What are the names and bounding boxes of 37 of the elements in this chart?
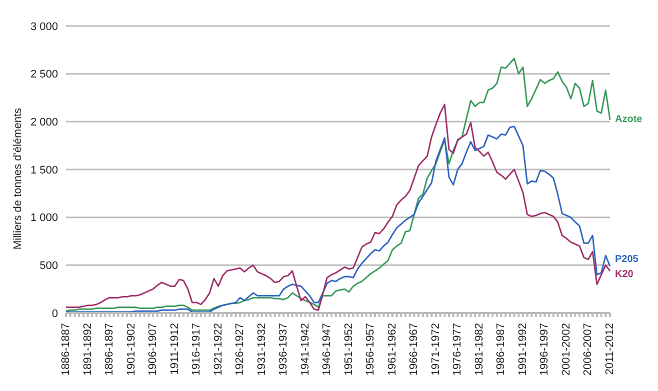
- x-tick-label: 2001-2002: [560, 323, 572, 376]
- y-axis-title: Milliers de tonnes d'éléments: [12, 108, 24, 250]
- x-tick-label: 1986-1987: [495, 323, 508, 376]
- y-tick-label: 500: [40, 260, 58, 272]
- series-label: P205: [615, 254, 639, 266]
- y-tick-label: 1 000: [30, 212, 58, 224]
- series-label: Azote: [615, 114, 643, 125]
- x-tick-label: 1946-1947: [321, 323, 334, 376]
- x-tick-label: 1976-1977: [452, 323, 464, 376]
- x-tick-label: 1911-1912: [168, 323, 181, 375]
- x-tick-label: 1891-1892: [82, 323, 94, 376]
- x-tick-label: 1916-1917: [190, 323, 203, 376]
- x-tick-label: 2006-2007: [582, 323, 594, 376]
- x-tick-label: 1896-1897: [104, 323, 116, 376]
- x-tick-label: 1901-1902: [125, 323, 138, 376]
- x-tick-label: 1996-1997: [538, 323, 551, 376]
- y-tick-label: 1 500: [30, 164, 58, 176]
- x-tick-label: 1971-1972: [430, 323, 442, 376]
- x-tick-label: 1926-1927: [234, 323, 246, 376]
- x-tick-label: 1886-1887: [60, 323, 72, 376]
- x-tick-label: 1951-1952: [342, 323, 355, 376]
- x-tick-label: 1991-1992: [516, 323, 529, 376]
- x-tick-label: 2011-2012: [604, 323, 616, 375]
- y-tick-label: 0: [52, 308, 58, 320]
- y-tick-label: 2 500: [30, 68, 58, 81]
- x-tick-label: 1936-1937: [278, 323, 290, 376]
- y-tick-label: 3 000: [30, 20, 58, 33]
- x-tick-label: 1931-1932: [256, 323, 268, 376]
- x-tick-label: 1956-1957: [364, 323, 377, 376]
- x-tick-label: 1921-1922: [212, 323, 224, 376]
- x-tick-label: 1906-1907: [147, 323, 160, 376]
- series-label: K20: [615, 268, 634, 280]
- y-tick-label: 2 000: [30, 116, 58, 129]
- x-tick-label: 1961-1962: [386, 323, 398, 376]
- x-tick-label: 1941-1942: [299, 323, 312, 376]
- x-tick-label: 1966-1967: [408, 323, 420, 376]
- x-tick-label: 1981-1982: [473, 323, 486, 376]
